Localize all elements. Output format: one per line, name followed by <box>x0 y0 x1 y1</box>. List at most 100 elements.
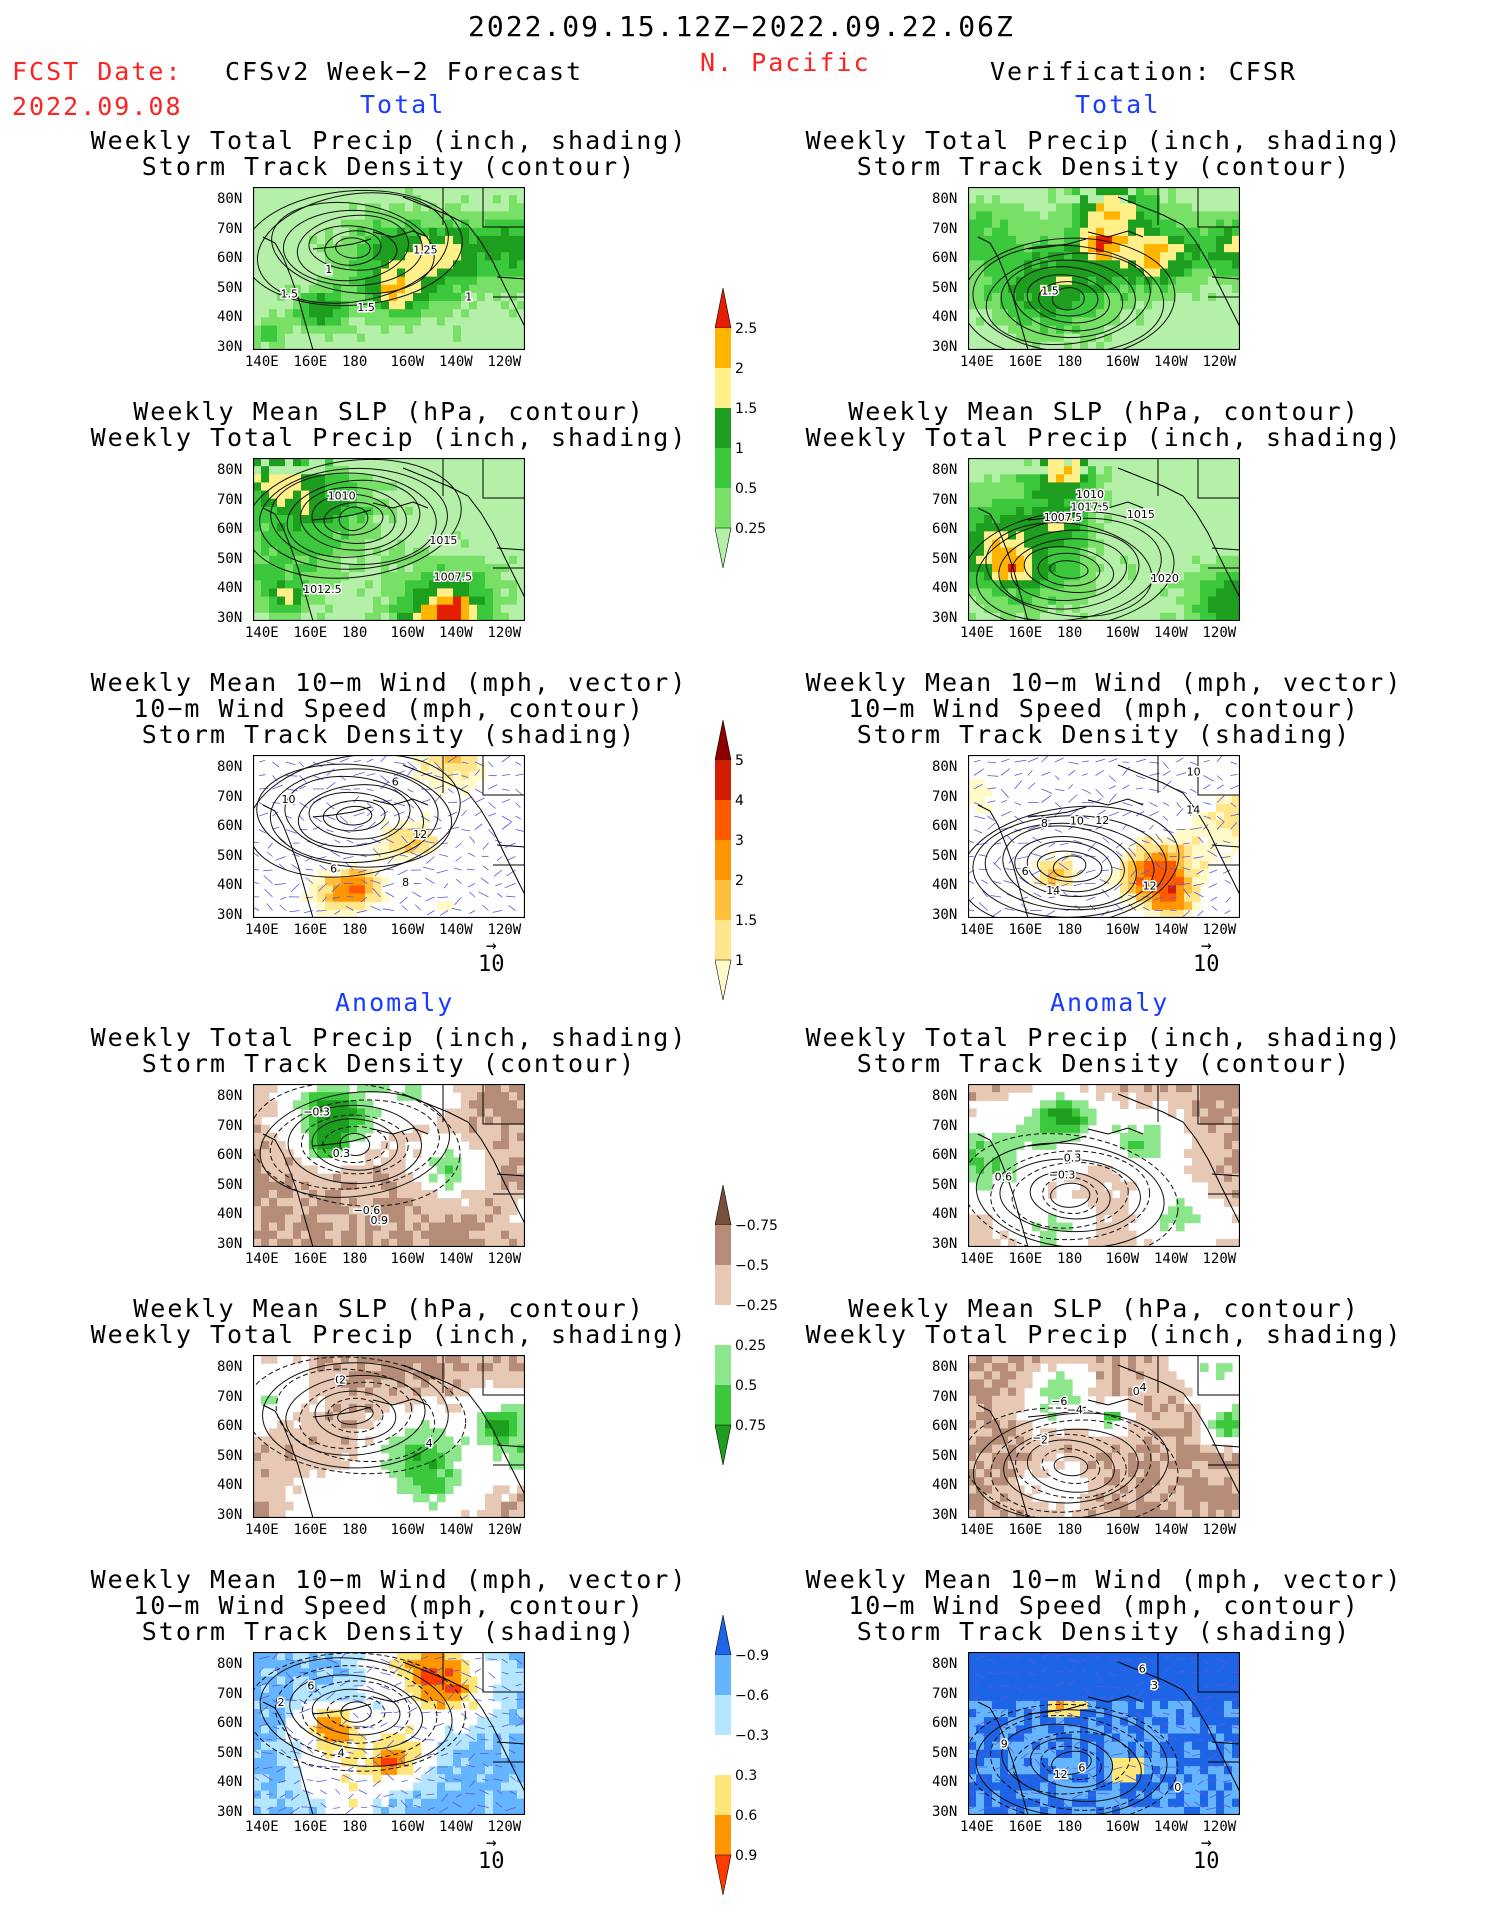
field-cell <box>357 341 366 350</box>
field-cell <box>1192 580 1201 589</box>
field-cell <box>261 458 270 467</box>
field-cell <box>325 885 334 895</box>
lon-tick-label: 140W <box>439 625 473 641</box>
wind-vector <box>1230 761 1238 765</box>
field-cell <box>477 1141 486 1150</box>
field-cell <box>1088 498 1097 508</box>
field-cell <box>373 1181 382 1191</box>
field-cell <box>269 1493 278 1503</box>
field-cell <box>445 1206 454 1215</box>
field-cell <box>421 498 430 508</box>
field-cell <box>1056 1100 1065 1110</box>
field-cell <box>984 596 993 606</box>
field-cell <box>1096 547 1105 557</box>
field-cell <box>437 1387 446 1397</box>
field-cell <box>365 260 374 270</box>
field-cell <box>277 1444 286 1454</box>
field-cell <box>405 490 414 500</box>
field-cell <box>389 458 398 467</box>
field-cell <box>1112 555 1121 565</box>
field-cell <box>469 490 478 500</box>
field-cell <box>1072 572 1081 581</box>
field-cell <box>469 771 478 781</box>
field-cell <box>477 227 486 237</box>
contour-label: 0.9 <box>371 1214 389 1227</box>
field-cell <box>1232 1132 1240 1142</box>
field-cell <box>1024 466 1033 475</box>
field-cell <box>1128 588 1137 598</box>
lon-tick-label: 160W <box>1105 625 1140 641</box>
field-cell <box>341 604 350 614</box>
field-cell <box>1232 301 1240 310</box>
field-cell <box>461 539 470 549</box>
field-cell <box>349 244 358 253</box>
field-cell <box>389 341 398 350</box>
field-cell <box>493 1355 502 1364</box>
field-cell <box>413 820 422 829</box>
field-cell <box>517 244 525 253</box>
field-cell <box>1000 458 1009 467</box>
field-cell <box>1040 341 1049 350</box>
wind-vector <box>1054 757 1064 763</box>
field-cell <box>1128 572 1137 581</box>
field-cell <box>1064 284 1073 294</box>
field-cell <box>1016 506 1025 516</box>
field-cell <box>1104 219 1113 229</box>
field-cell <box>1128 555 1137 565</box>
field-cell <box>501 1108 510 1118</box>
field-cell <box>1128 276 1137 286</box>
field-cell <box>1072 292 1081 302</box>
field-cell <box>269 1157 278 1167</box>
field-cell <box>968 203 977 213</box>
field-cell <box>1208 227 1217 237</box>
field-cell <box>485 1189 494 1199</box>
field-cell <box>1224 1092 1233 1101</box>
field-cell <box>1192 1173 1201 1183</box>
field-cell <box>445 572 454 581</box>
field-cell <box>405 1444 414 1454</box>
field-cell <box>317 1452 326 1462</box>
field-cell <box>1160 901 1169 911</box>
field-cell <box>277 1420 286 1429</box>
field-cell <box>365 523 374 532</box>
field-cell <box>1200 588 1209 598</box>
field-cell <box>397 474 406 484</box>
lon-tick-label: 120W <box>1202 1251 1237 1267</box>
field-cell <box>1080 187 1089 196</box>
field-cell <box>309 309 318 318</box>
field-cell <box>1232 539 1240 549</box>
field-cell <box>1072 1132 1081 1142</box>
field-cell <box>509 244 518 253</box>
vector-reference-arrow: → <box>485 935 497 956</box>
field-cell <box>493 572 502 581</box>
field-cell <box>493 1452 502 1462</box>
field-cell <box>1096 1238 1105 1247</box>
field-cell <box>301 1238 310 1247</box>
contour-line <box>972 244 1165 350</box>
field-cell <box>461 466 470 475</box>
field-cell <box>976 1157 985 1167</box>
field-cell <box>421 1124 430 1134</box>
field-cell <box>477 523 486 532</box>
field-cell <box>1064 260 1073 270</box>
field-cell <box>1120 588 1129 598</box>
field-cell <box>1168 515 1177 524</box>
field-cell <box>1144 893 1153 903</box>
field-cell <box>1064 219 1073 229</box>
field-cell <box>1024 203 1033 213</box>
field-cell <box>1136 292 1145 302</box>
field-cell <box>1144 203 1153 213</box>
field-cell <box>405 333 414 343</box>
field-cell <box>517 1403 525 1413</box>
field-cell <box>1072 244 1081 253</box>
field-cell <box>349 1132 358 1142</box>
field-cell <box>389 612 398 621</box>
field-cell <box>1032 555 1041 565</box>
field-cell <box>461 325 470 335</box>
field-cell <box>1008 506 1017 516</box>
field-cell <box>301 268 310 278</box>
field-cell <box>1064 1173 1073 1183</box>
wind-vector <box>333 869 341 875</box>
field-cell <box>397 466 406 475</box>
field-cell <box>1216 301 1225 310</box>
